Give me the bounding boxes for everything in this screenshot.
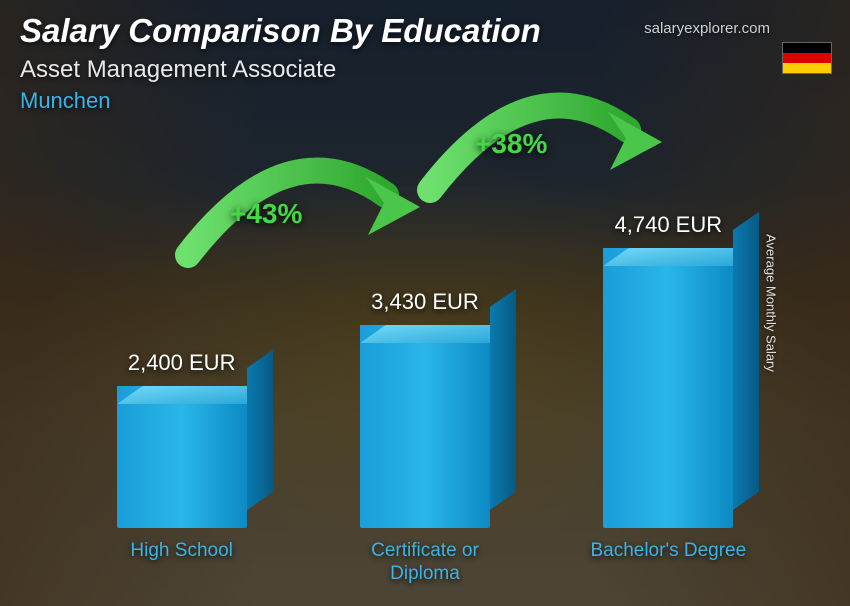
source-label: salaryexplorer.com [644, 20, 770, 37]
bar-front-face [360, 325, 490, 528]
bar-value: 2,400 EUR [128, 350, 236, 376]
flag-germany-icon [782, 42, 832, 74]
bar-side-face [490, 289, 516, 510]
bar-3d [603, 248, 733, 528]
flag-stripe [783, 53, 831, 63]
bar-3d [117, 386, 247, 528]
percent-increase: +43% [230, 198, 302, 230]
bar-label: High School [130, 540, 232, 586]
bar-group: 2,400 EUR High School [82, 350, 282, 586]
bar-side-face [733, 212, 759, 510]
percent-increase: +38% [475, 128, 547, 160]
bar-front-face [603, 248, 733, 528]
bar-label: Certificate orDiploma [371, 540, 479, 586]
flag-stripe [783, 63, 831, 73]
bar-group: 4,740 EUR Bachelor's Degree [568, 212, 768, 586]
flag-stripe [783, 43, 831, 53]
bar-side-face [247, 350, 273, 510]
bar-label: Bachelor's Degree [590, 540, 746, 586]
content: Salary Comparison By Education Asset Man… [0, 0, 850, 606]
bar-value: 3,430 EUR [371, 289, 479, 315]
bar-group: 3,430 EUR Certificate orDiploma [325, 289, 525, 586]
bar-front-face [117, 386, 247, 528]
bar-3d [360, 325, 490, 528]
